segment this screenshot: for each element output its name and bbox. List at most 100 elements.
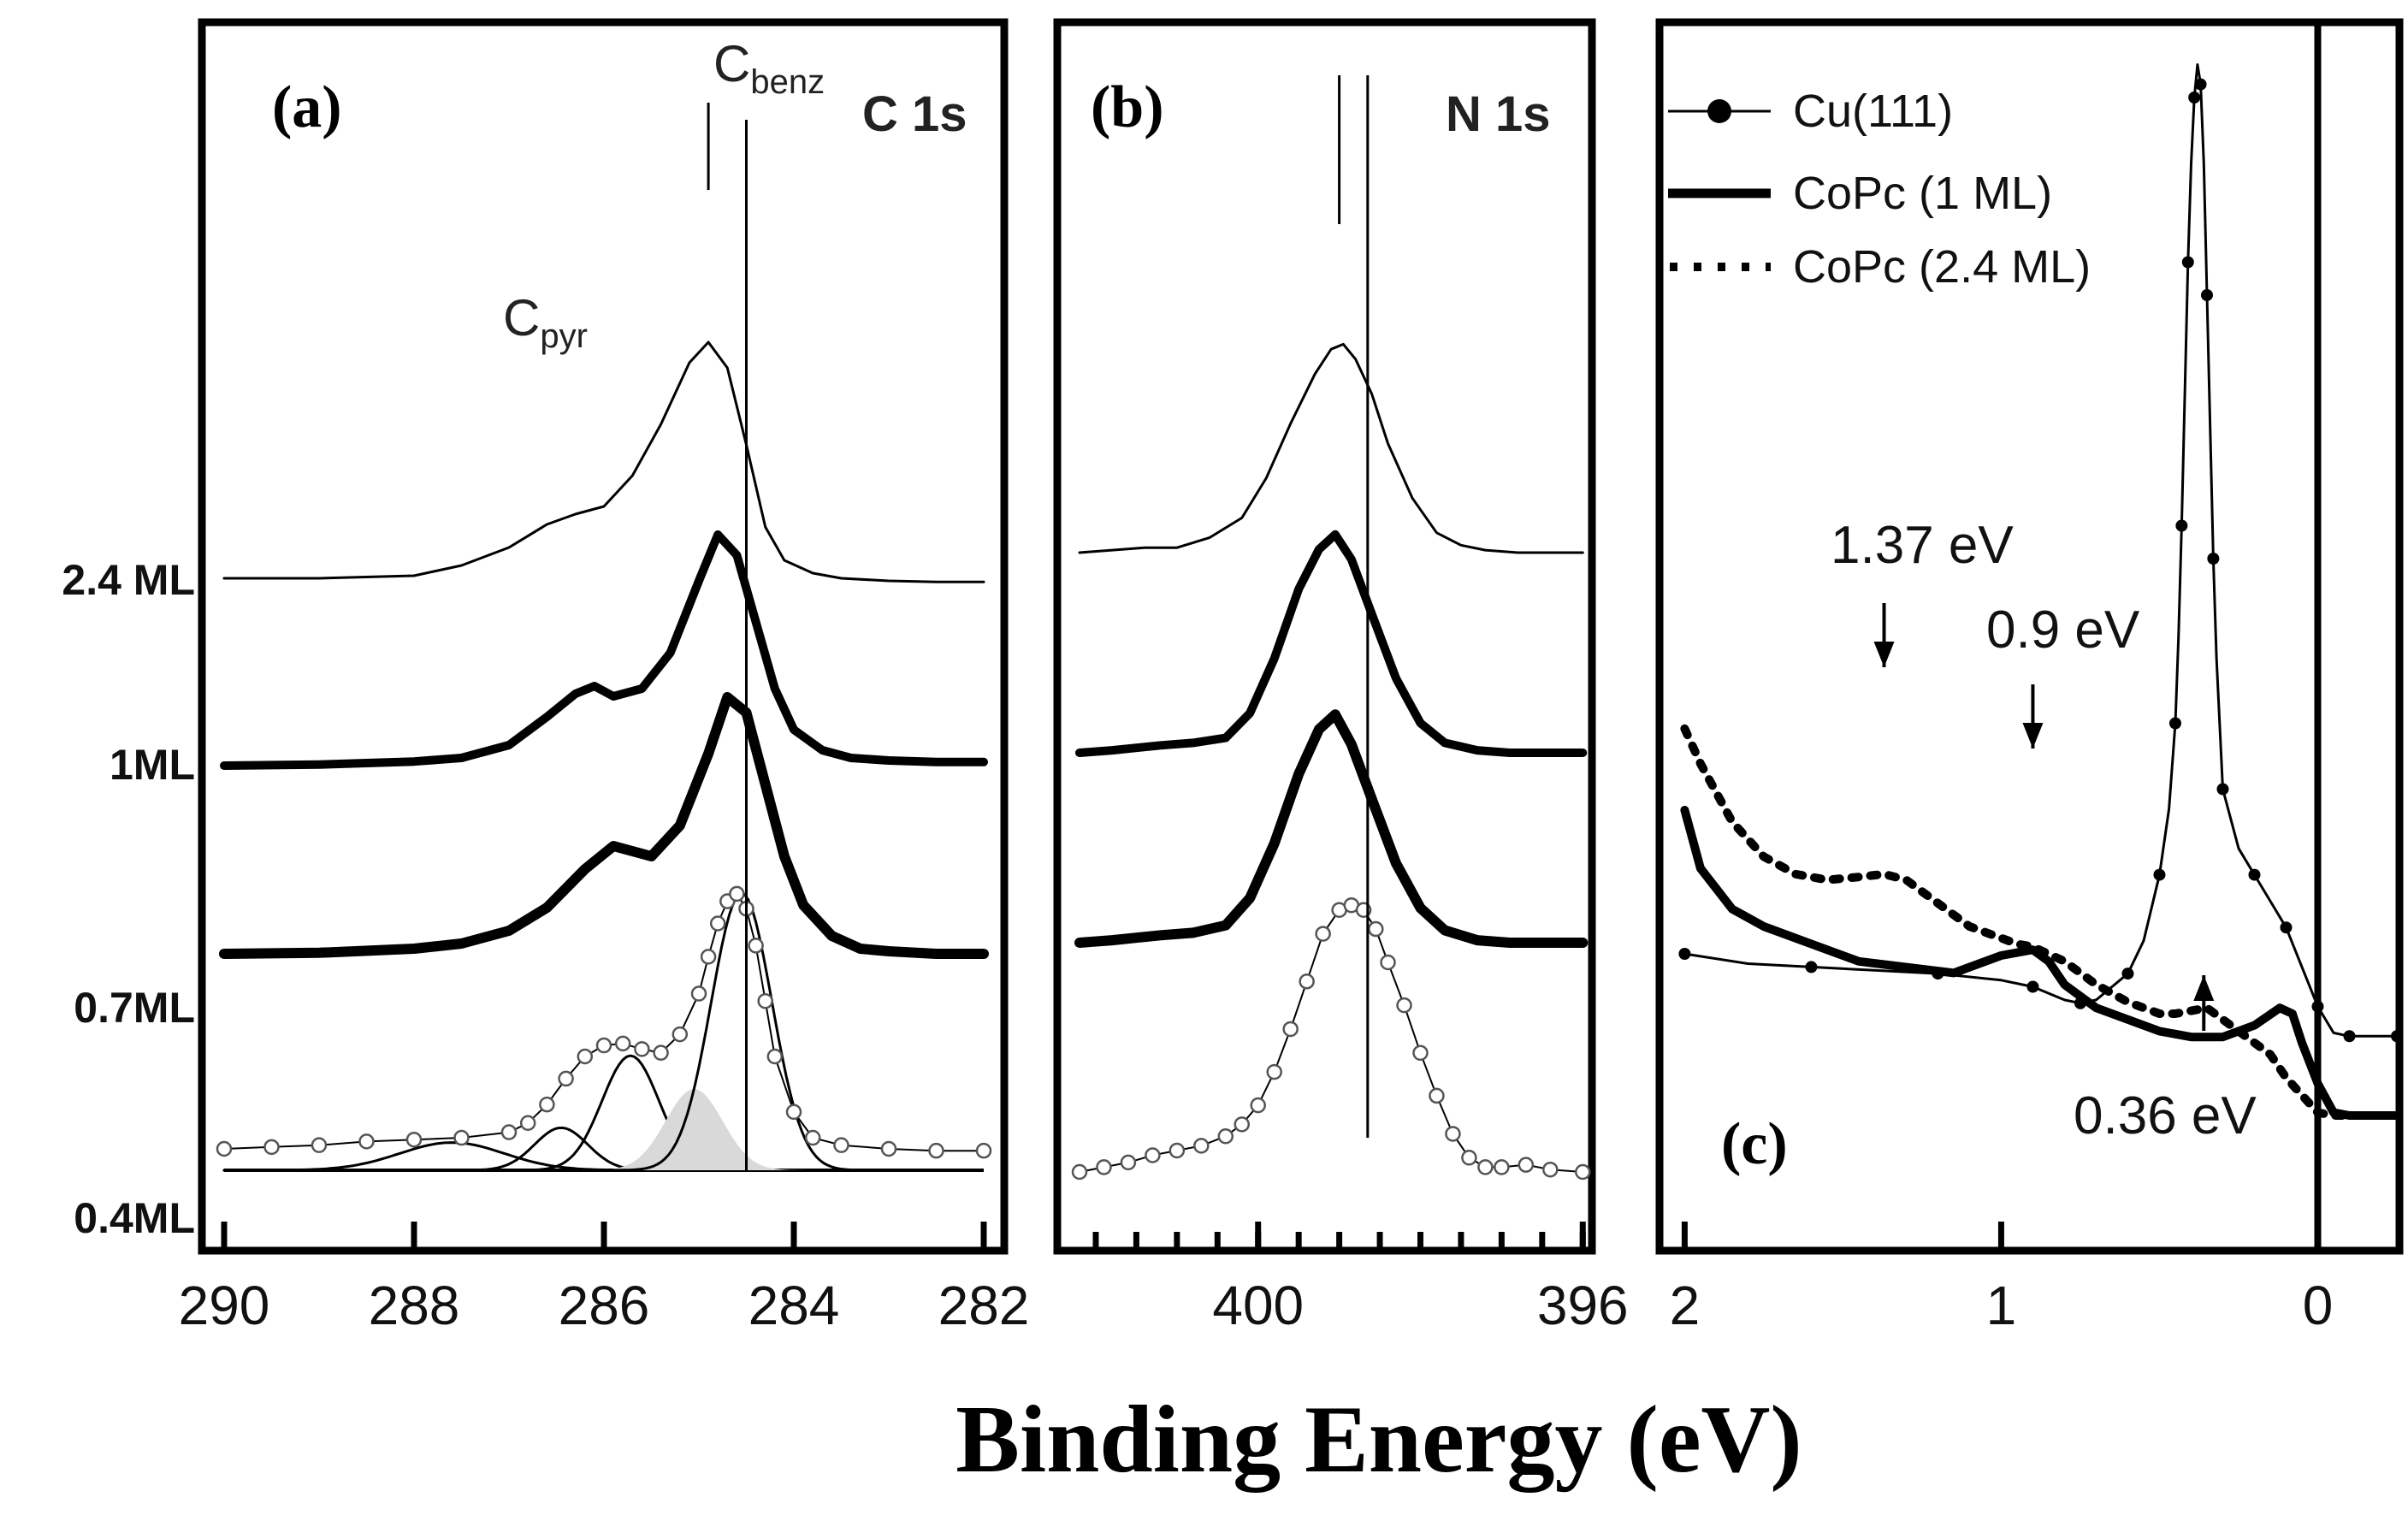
panel-b-plot: 400 396 <box>1071 75 1629 1336</box>
series-a-04ml-point-11 <box>595 1037 612 1054</box>
series-a-04ml-point-7 <box>519 1115 536 1132</box>
series-a-04ml-point-4 <box>405 1131 423 1148</box>
legend-cu111-label: Cu(111) <box>1793 86 1953 137</box>
series-a-04ml-point-18 <box>709 915 726 932</box>
panel-a-x-tick-label-1: 288 <box>369 1275 460 1336</box>
series-a-04ml-point-26 <box>804 1129 821 1146</box>
series-a-07ml <box>219 692 989 959</box>
series-a-04ml-point-17 <box>700 949 717 965</box>
series-b-04ml-point-21 <box>1445 1126 1461 1142</box>
series-b-04ml-point-12 <box>1315 926 1331 942</box>
series-c-cu111-point-12 <box>2153 868 2166 881</box>
series-a-04ml <box>223 892 985 1152</box>
series-b-04ml-point-11 <box>1299 974 1315 990</box>
series-b-04ml-point-25 <box>1518 1157 1535 1173</box>
series-a-04ml-point-14 <box>653 1045 669 1061</box>
series-b-04ml-point-0 <box>1071 1163 1088 1181</box>
panel-a-frame <box>198 18 1009 1255</box>
panel-c-x-tick-label-0: 2 <box>1670 1275 1701 1336</box>
series-a-04ml-point-0 <box>216 1140 233 1157</box>
series-b-04ml-point-10 <box>1282 1021 1299 1038</box>
series-b-04ml-point-27 <box>1575 1163 1591 1181</box>
peak-label-cbenz: Cbenz <box>713 35 825 101</box>
series-b-04ml-point-7 <box>1234 1116 1251 1133</box>
panel-b-x-tick-label-1: 396 <box>1537 1275 1629 1336</box>
series-b-04ml-point-26 <box>1542 1161 1559 1178</box>
series-c-cu111-point-24 <box>2200 289 2213 301</box>
series-a-04ml-point-25 <box>785 1104 802 1121</box>
series-c-cu111-point-30 <box>2248 868 2261 881</box>
panel-a-x-tick-label-3: 284 <box>748 1275 840 1336</box>
panel-a-x-tick-label-2: 286 <box>559 1275 650 1336</box>
series-b-1ml <box>1075 530 1588 757</box>
series-a-04ml-point-23 <box>757 992 773 1009</box>
panel-b-frame <box>1053 18 1596 1255</box>
series-a-04ml-point-1 <box>263 1139 280 1156</box>
series-c-cu111-point-28 <box>2216 783 2229 796</box>
panel-b-letter: (b) <box>1091 74 1164 140</box>
panel-a-title: C 1s <box>862 86 967 142</box>
arrow-1-37ev-head <box>1873 642 1895 667</box>
series-b-04ml-point-24 <box>1494 1159 1510 1175</box>
series-a-04ml-point-22 <box>748 938 764 954</box>
panel-a-x-tick-label-4: 282 <box>938 1275 1030 1336</box>
series-c-cu111-point-32 <box>2280 921 2293 934</box>
peak-label-cpyr: Cpyr <box>503 289 588 355</box>
panel-c-frame <box>1655 18 2404 1255</box>
series-a-04ml-point-30 <box>975 1142 992 1159</box>
legend-cu111-marker <box>1707 99 1731 123</box>
series-a-24ml <box>222 340 985 583</box>
series-c-cu111-point-6 <box>2026 980 2039 993</box>
row-label-0-7ml: 0.7ML <box>74 984 195 1032</box>
series-c-cu111-point-0 <box>1678 948 1691 960</box>
panel-a-plot: 290 288 286 284 282 <box>179 103 1030 1336</box>
series-b-04ml-point-20 <box>1429 1087 1445 1104</box>
panel-c-x-tick-label-1: 1 <box>1986 1275 2017 1336</box>
series-a-04ml-point-20 <box>729 885 745 902</box>
series-c-cu111-point-22 <box>2194 78 2207 91</box>
panel-c-plot: 2 1 0 <box>1670 22 2403 1336</box>
series-c-cu111-point-10 <box>2121 968 2134 980</box>
series-b-04ml-point-9 <box>1266 1063 1282 1080</box>
legend-copc-2-4ml-label: CoPc (2.4 ML) <box>1793 241 2091 293</box>
series-b-04ml-point-18 <box>1396 997 1412 1014</box>
series-a-04ml-point-15 <box>672 1026 689 1043</box>
row-label-0-4ml: 0.4ML <box>74 1194 195 1242</box>
comp-284.5 <box>222 891 982 1172</box>
series-a-04ml-point-10 <box>577 1048 594 1065</box>
comp-286.4 <box>222 1126 982 1172</box>
series-b-24ml <box>1078 342 1584 554</box>
series-b-04ml-point-8 <box>1250 1097 1266 1114</box>
comp-285.7 <box>222 1054 982 1172</box>
series-b-04ml-point-19 <box>1412 1045 1429 1062</box>
series-c-cu111-point-18 <box>2181 256 2194 269</box>
series-a-1ml <box>220 530 988 770</box>
series-b-04ml-point-5 <box>1193 1138 1210 1154</box>
series-a-04ml-point-9 <box>558 1070 574 1087</box>
series-c-cu111-point-26 <box>2207 553 2220 565</box>
series-b-04ml-point-2 <box>1120 1154 1137 1171</box>
series-b-04ml-point-1 <box>1096 1159 1112 1175</box>
x-axis-title: Binding Energy (eV) <box>956 1387 1802 1493</box>
series-c-copc24ml <box>1680 724 2401 1120</box>
legend-copc-1ml-label: CoPc (1 ML) <box>1793 168 2052 219</box>
series-a-04ml-point-13 <box>634 1041 650 1057</box>
series-a-04ml-point-24 <box>766 1048 784 1065</box>
series-a-04ml-point-12 <box>614 1035 631 1052</box>
series-c-cu111 <box>1683 63 2399 1038</box>
series-a-04ml-point-6 <box>500 1124 518 1140</box>
series-c-cu111-point-36 <box>2343 1030 2356 1043</box>
series-c-cu111-point-20 <box>2188 92 2201 104</box>
series-b-04ml-point-17 <box>1380 954 1396 971</box>
series-c-copc1ml <box>1680 806 2401 1120</box>
series-b-04ml-point-16 <box>1368 920 1384 938</box>
annotation-1-37ev: 1.37 eV <box>1831 516 2014 575</box>
series-a-04ml-point-29 <box>928 1142 944 1159</box>
series-a-04ml-point-27 <box>833 1137 849 1153</box>
series-c-cu111-point-38 <box>2391 1030 2403 1043</box>
annotation-0-36ev: 0.36 eV <box>2074 1086 2257 1145</box>
series-b-04ml-point-3 <box>1145 1147 1161 1163</box>
panel-c-legend: Cu(111) CoPc (1 ML) CoPc (2.4 ML) <box>1668 86 2091 293</box>
panel-a-x-tick-label-0: 290 <box>179 1275 270 1336</box>
